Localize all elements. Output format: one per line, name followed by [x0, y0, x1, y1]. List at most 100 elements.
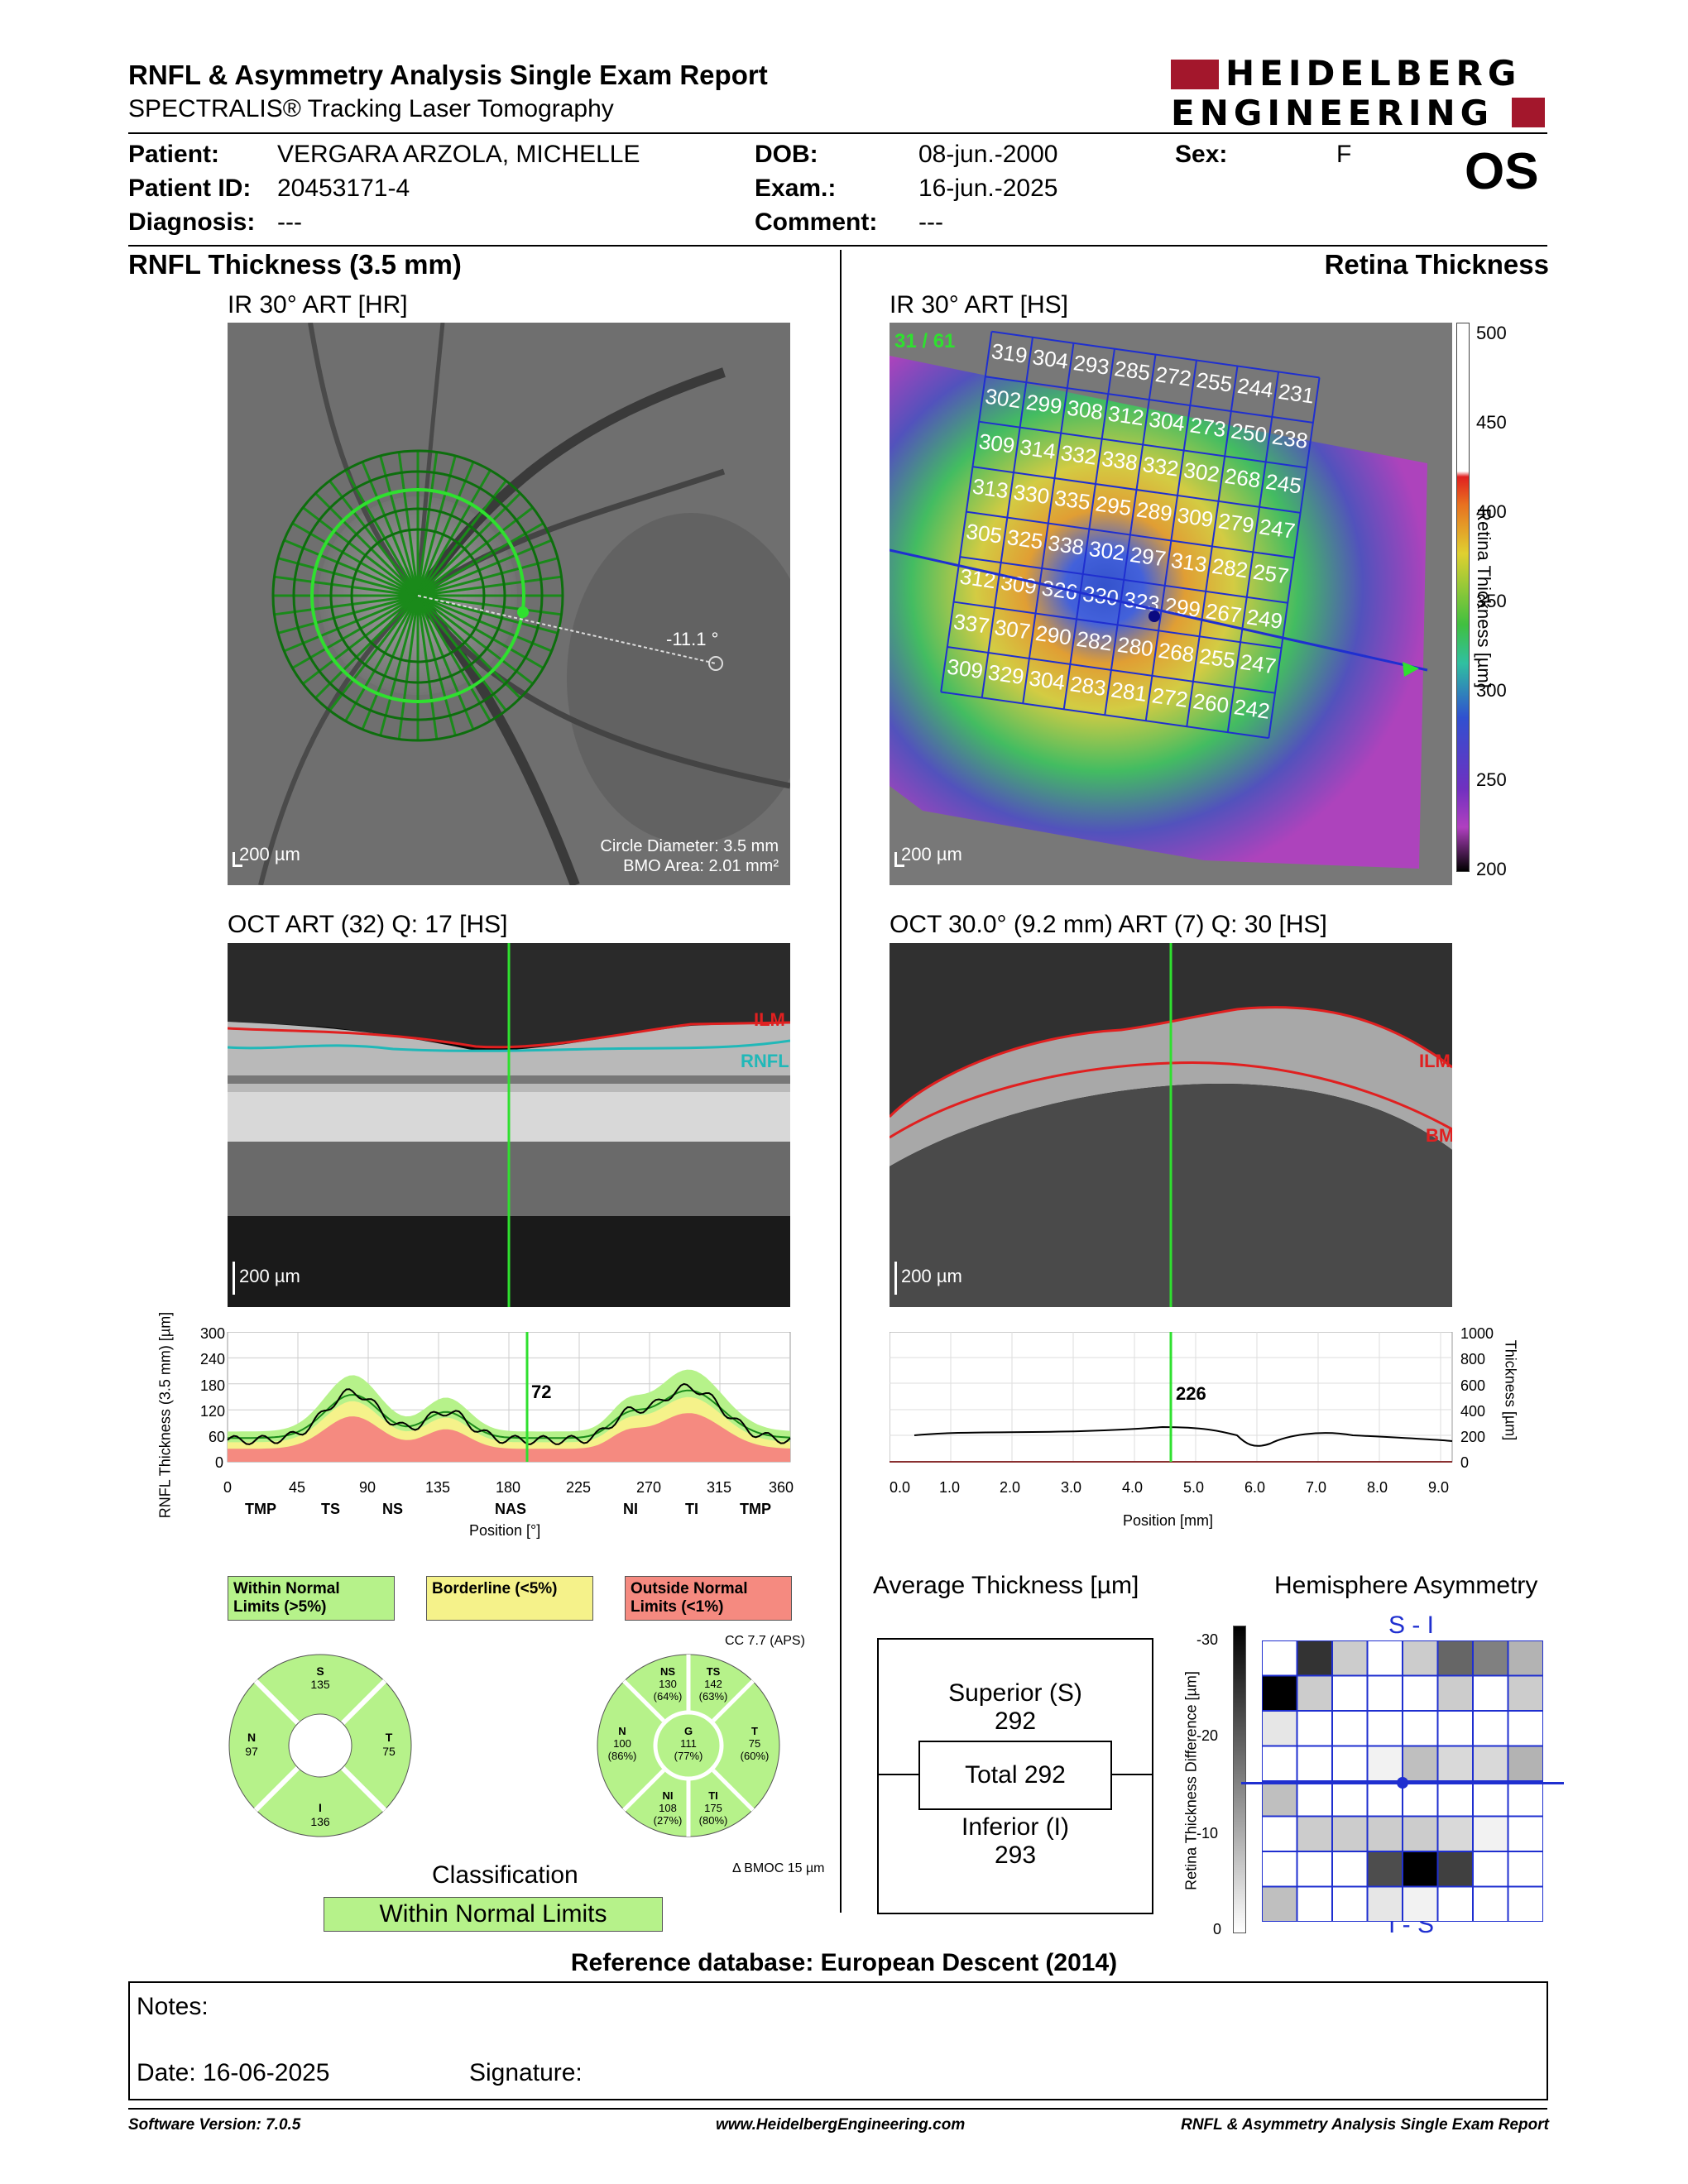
- asymmetry-cell: [1261, 1640, 1298, 1677]
- rnfl-sector-ti: TI: [685, 1501, 698, 1517]
- scan-radial-line: [416, 595, 457, 736]
- rnfl-thickness-plot: 72 300 240 180 120 60 0 RNFL Thickness (…: [157, 1312, 803, 1555]
- exam-label: Exam.:: [755, 175, 837, 202]
- cb-tick-300: 300: [1476, 680, 1507, 701]
- asymmetry-title: Hemisphere Asymmetry: [1274, 1572, 1538, 1599]
- sr-g: G: [684, 1725, 693, 1737]
- rnfl-sector-tmp2: TMP: [740, 1501, 771, 1517]
- scan-radial-line: [283, 594, 419, 653]
- patient-id: 20453171-4: [277, 175, 410, 202]
- superior-label: Superior (S): [948, 1679, 1082, 1707]
- asymmetry-cell: [1331, 1674, 1369, 1712]
- map-cell-value: 307: [993, 615, 1032, 644]
- asymmetry-cell: [1296, 1710, 1333, 1747]
- asymmetry-cell: [1507, 1851, 1544, 1888]
- retina-section-title: Retina Thickness: [1324, 249, 1549, 280]
- map-cell-value: 260: [1192, 688, 1230, 718]
- map-cell-value: 290: [1034, 620, 1073, 650]
- scan-radial-line: [277, 557, 419, 597]
- comment-value: ---: [918, 208, 943, 236]
- rnfl-xtick-315: 315: [707, 1479, 732, 1496]
- ret-xtick-5: 5.0: [1183, 1479, 1205, 1496]
- map-cell-value: 335: [1053, 485, 1091, 515]
- map-cell-value: 309: [946, 654, 985, 683]
- asymmetry-cell: [1507, 1745, 1544, 1782]
- rnfl-ytick-0: 0: [215, 1454, 224, 1471]
- rnfl-ytick-180: 180: [200, 1377, 226, 1394]
- rnfl-xtick-270: 270: [636, 1479, 662, 1496]
- map-cell-value: 332: [1141, 452, 1180, 481]
- asymmetry-cell: [1472, 1674, 1509, 1712]
- asymmetry-cell: [1436, 1710, 1474, 1747]
- rnfl-plot-svg: 72: [227, 1331, 791, 1463]
- scan-radial-line: [361, 595, 420, 730]
- sr-n-val: 100: [613, 1737, 631, 1750]
- map-cell-value: 273: [1188, 412, 1227, 442]
- scan-radial-line: [344, 595, 420, 722]
- sector-left-svg: S 135 N 97 T 75 I 136: [228, 1654, 412, 1837]
- sr-ts-val: 142: [704, 1678, 722, 1690]
- map-grid-line: [1268, 377, 1321, 739]
- sector-chart-left: S 135 N 97 T 75 I 136: [225, 1650, 415, 1841]
- classification-value: Within Normal Limits: [324, 1897, 663, 1932]
- rnfl-ylabel: RNFL Thickness (3.5 mm) [µm]: [156, 1311, 174, 1519]
- asymmetry-grid-svg: [1261, 1640, 1544, 1923]
- right-oct-scale: 200 µm: [901, 1266, 962, 1286]
- map-cell-value: 338: [1047, 530, 1086, 560]
- rnfl-ytick-60: 60: [209, 1429, 226, 1445]
- left-ir-scale: 200 µm: [239, 844, 300, 864]
- asymmetry-cell: [1436, 1780, 1474, 1818]
- ret-xtick-0: 0.0: [890, 1479, 911, 1496]
- sex-value: F: [1336, 141, 1352, 168]
- right-bm-label: BM: [1426, 1125, 1452, 1146]
- asymmetry-cell: [1402, 1745, 1439, 1782]
- left-ir-title: IR 30° ART [HR]: [228, 291, 408, 318]
- map-cell-value: 242: [1232, 694, 1271, 724]
- right-oct-bscan: ILM BM 200 µm: [890, 943, 1452, 1307]
- notes-box[interactable]: Notes: Date: 16-06-2025 Signature:: [128, 1981, 1548, 2100]
- scan-radial-line: [274, 594, 419, 616]
- asymmetry-top-label: S - I: [1388, 1612, 1435, 1639]
- sr-ni-val: 108: [659, 1802, 677, 1814]
- sr-ns: NS: [660, 1665, 675, 1678]
- scan-radial-line: [417, 594, 559, 635]
- scan-radial-line: [344, 469, 420, 596]
- scan-radial-line: [291, 594, 419, 669]
- legend-outside: Outside Normal Limits (<1%): [625, 1576, 792, 1621]
- asym-tick-30: -30: [1196, 1631, 1219, 1648]
- scan-radial-line: [379, 455, 420, 596]
- ret-ytick-200: 200: [1460, 1429, 1486, 1445]
- rnfl-xtick-360: 360: [769, 1479, 794, 1496]
- map-cell-value: 330: [1081, 581, 1120, 611]
- map-cell-value: 338: [1101, 446, 1139, 476]
- svg-text:I: I: [319, 1801, 322, 1814]
- map-grid-corner: 31 / 61: [894, 330, 955, 352]
- map-cell-value: 281: [1110, 677, 1149, 706]
- legend-within: Within Normal Limits (>5%): [228, 1576, 395, 1621]
- retina-thickness-plot: 226 1000 800 600 400 200 0 Thickness [µm…: [889, 1325, 1551, 1547]
- asymmetry-cell: [1366, 1851, 1403, 1888]
- asymmetry-cell: [1436, 1815, 1474, 1852]
- eye-label: OS: [1465, 143, 1539, 200]
- left-ir-fundus-image: -11.1 ° 200 µm Circle Diameter: 3.5 mm B…: [228, 323, 790, 885]
- classification-label: Classification: [432, 1861, 578, 1889]
- ret-xtick-3: 3.0: [1061, 1479, 1082, 1496]
- map-cell-value: 329: [986, 659, 1025, 689]
- scan-radial-line: [328, 480, 420, 596]
- rnfl-xtick-225: 225: [566, 1479, 592, 1496]
- website-link[interactable]: www.HeidelbergEngineering.com: [716, 2116, 966, 2134]
- map-grid-line: [940, 331, 993, 692]
- map-cell-value: 309: [1000, 569, 1038, 599]
- asymmetry-cell: [1366, 1815, 1403, 1852]
- asymmetry-cell: [1402, 1780, 1439, 1818]
- scan-radial-line: [361, 461, 420, 596]
- sr-ni: NI: [663, 1789, 674, 1802]
- asymmetry-cell: [1366, 1710, 1403, 1747]
- cb-tick-450: 450: [1476, 412, 1507, 433]
- map-cell-value: 314: [1019, 434, 1057, 464]
- rnfl-xtick-135: 135: [425, 1479, 451, 1496]
- asymmetry-cell: [1331, 1851, 1369, 1888]
- logo-line1: HEIDELBERG: [1225, 53, 1522, 93]
- superior-value: 292: [994, 1707, 1037, 1735]
